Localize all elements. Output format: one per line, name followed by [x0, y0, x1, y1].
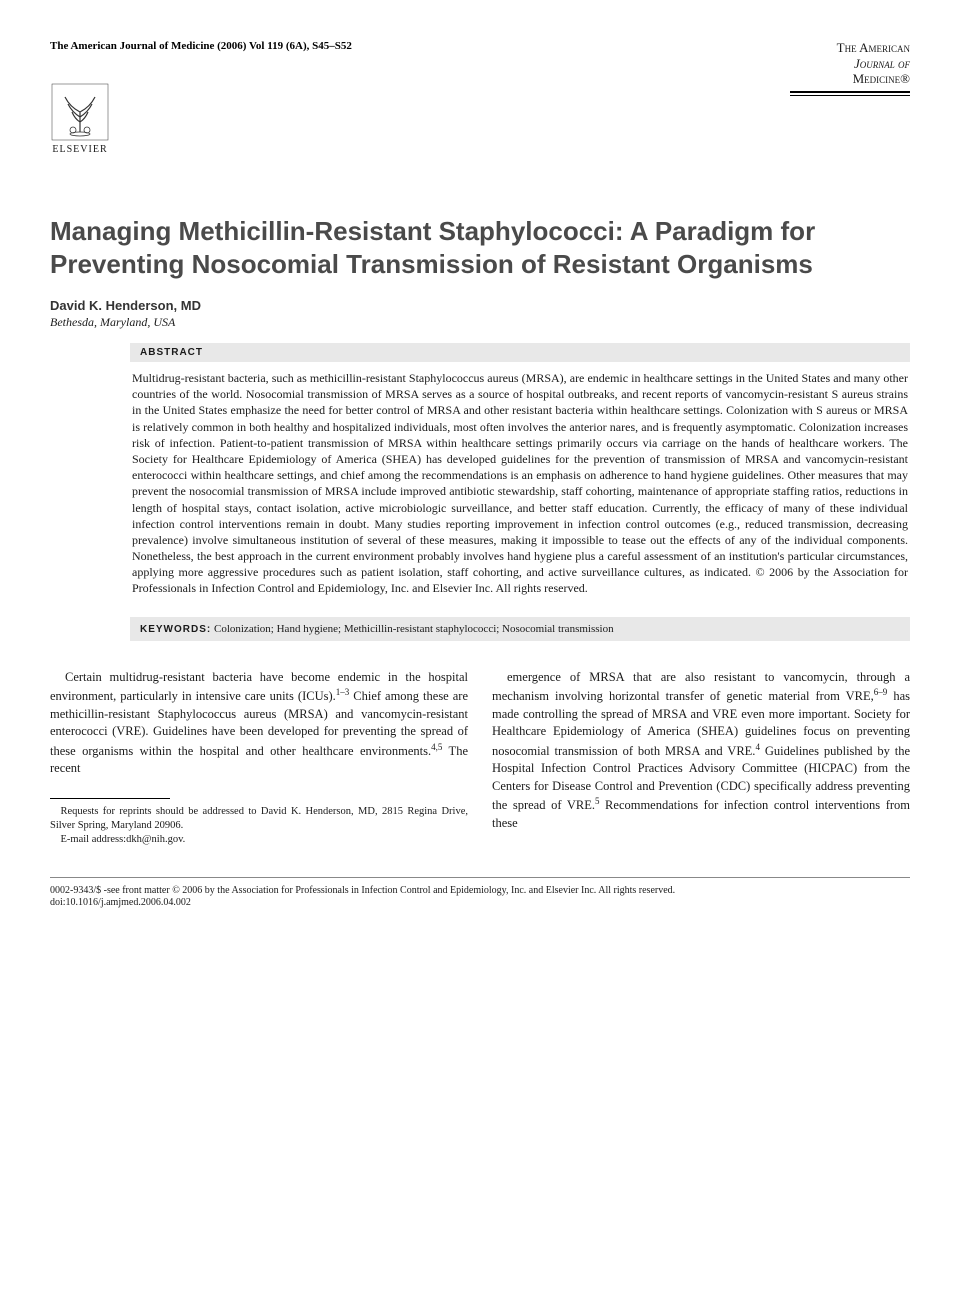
- publisher-block: The American Journal of Medicine (2006) …: [50, 40, 352, 155]
- body-paragraph: emergence of MRSA that are also resistan…: [492, 669, 910, 833]
- keywords-text: Colonization; Hand hygiene; Methicillin-…: [214, 623, 614, 635]
- citation-ref: 1–3: [336, 687, 350, 697]
- article-title: Managing Methicillin-Resistant Staphyloc…: [50, 215, 910, 280]
- abstract-section: ABSTRACT Multidrug-resistant bacteria, s…: [130, 342, 910, 607]
- reprint-footnote: Requests for reprints should be addresse…: [50, 805, 468, 833]
- footnote-rule: [50, 798, 170, 799]
- elsevier-tree-icon: [50, 82, 110, 142]
- page-header: The American Journal of Medicine (2006) …: [50, 40, 910, 155]
- brand-rule: [790, 91, 910, 96]
- column-left: Certain multidrug-resistant bacteria hav…: [50, 669, 468, 848]
- body-paragraph: Certain multidrug-resistant bacteria hav…: [50, 669, 468, 778]
- publisher-name: ELSEVIER: [50, 144, 110, 155]
- journal-brand: The American Journal of Medicine®: [790, 40, 910, 96]
- journal-reference: The American Journal of Medicine (2006) …: [50, 40, 352, 52]
- doi-line: doi:10.1016/j.amjmed.2006.04.002: [50, 897, 910, 908]
- footer-rule: [50, 877, 910, 878]
- brand-line-1: The American: [790, 40, 910, 56]
- brand-line-2: Journal of: [790, 56, 910, 72]
- author-affiliation: Bethesda, Maryland, USA: [50, 315, 910, 330]
- abstract-text: Multidrug-resistant bacteria, such as me…: [130, 362, 910, 607]
- body-text: emergence of MRSA that are also resistan…: [492, 670, 910, 704]
- citation-ref: 4,5: [431, 742, 442, 752]
- body-columns: Certain multidrug-resistant bacteria hav…: [50, 669, 910, 848]
- brand-line-3: Medicine®: [790, 71, 910, 87]
- keywords-label: KEYWORDS:: [140, 624, 211, 635]
- email-footnote: E-mail address:dkh@nih.gov.: [50, 833, 468, 847]
- copyright-line: 0002-9343/$ -see front matter © 2006 by …: [50, 884, 910, 897]
- column-right: emergence of MRSA that are also resistan…: [492, 669, 910, 848]
- citation-ref: 6–9: [874, 687, 888, 697]
- author-name: David K. Henderson, MD: [50, 298, 910, 313]
- keywords-section: KEYWORDS: Colonization; Hand hygiene; Me…: [130, 617, 910, 641]
- abstract-label: ABSTRACT: [130, 343, 910, 362]
